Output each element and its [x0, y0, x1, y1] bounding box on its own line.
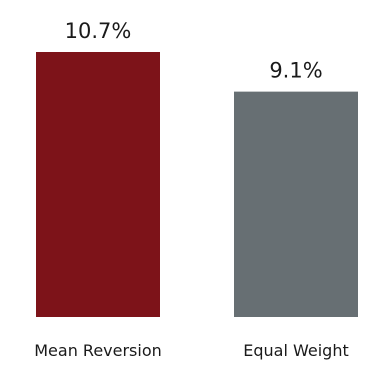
category-label-mean-reversion: Mean Reversion	[34, 341, 162, 360]
data-label-mean-reversion: 10.7%	[65, 19, 132, 43]
data-label-equal-weight: 9.1%	[269, 59, 322, 83]
category-label-equal-weight: Equal Weight	[243, 341, 348, 360]
bar-equal-weight	[234, 91, 358, 318]
bar-mean-reversion	[36, 52, 160, 317]
